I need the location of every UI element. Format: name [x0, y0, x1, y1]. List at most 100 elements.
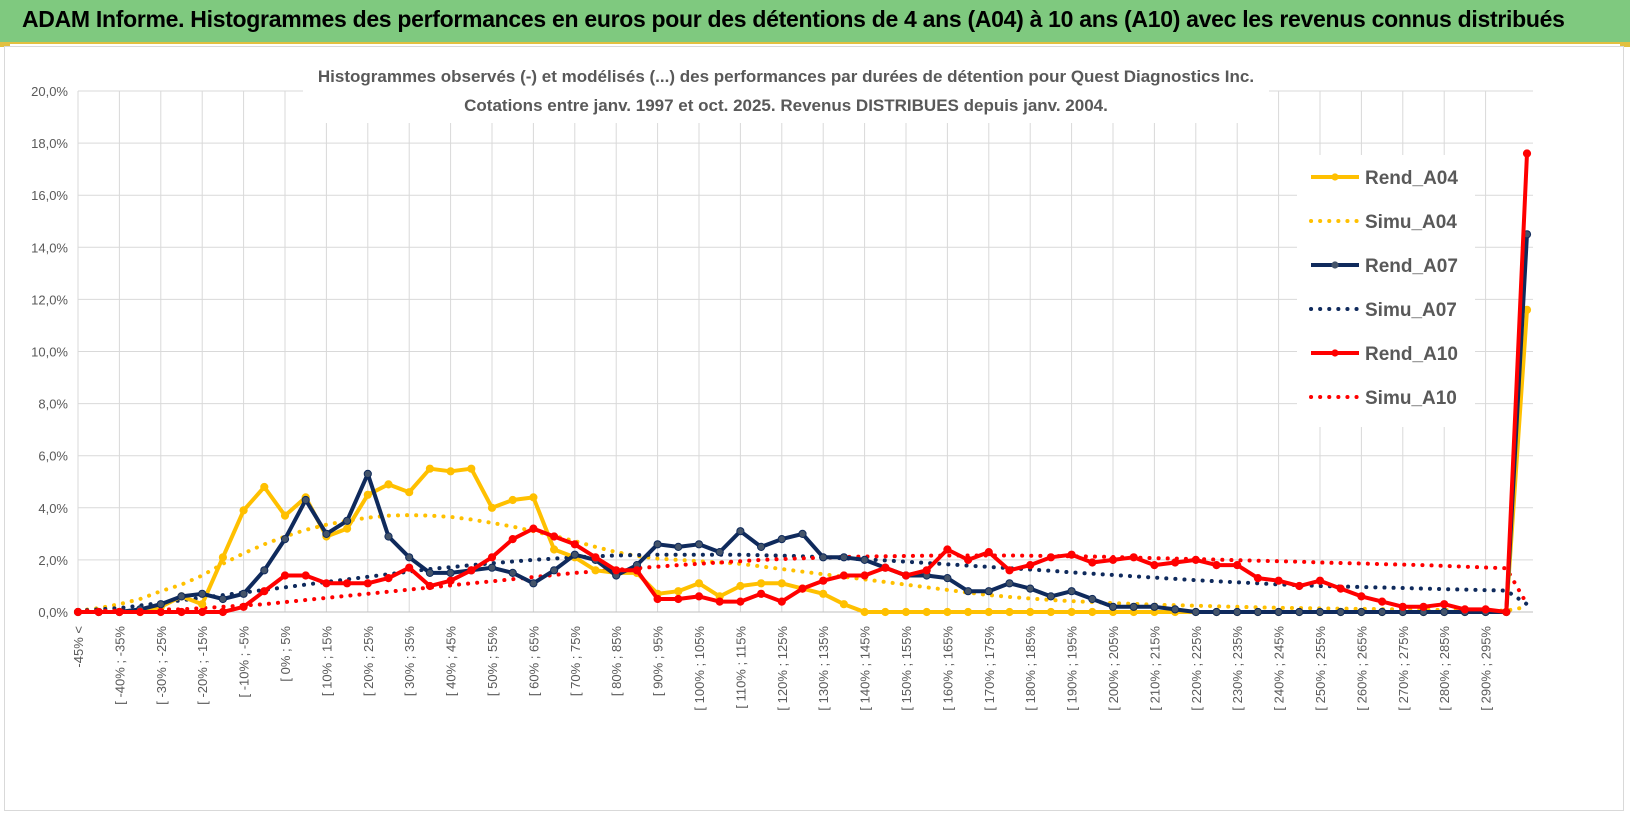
header-bar: ADAM Informe. Histogrammes des performan…: [0, 0, 1630, 44]
point-rend-a10: [922, 566, 931, 575]
series-line-simu-a10: [76, 553, 1529, 613]
series-line-simu-a07: [76, 552, 1529, 613]
x-tick-label: [ 90% ; 95%: [651, 626, 666, 697]
point-rend-a04: [922, 607, 931, 617]
point-rend-a10: [632, 566, 642, 575]
x-tick-label: [ 230% ; 235%: [1230, 626, 1245, 711]
point-rend-a10: [1315, 576, 1325, 585]
point-rend-a07: [301, 495, 310, 505]
point-rend-a10: [1171, 558, 1180, 567]
point-rend-a07: [1046, 592, 1056, 601]
point-rend-a07: [198, 589, 207, 598]
x-tick-label: [ 0% ; 5%: [278, 626, 293, 682]
point-rend-a04: [839, 600, 849, 609]
point-rend-a07: [550, 566, 559, 575]
point-rend-a07: [1171, 605, 1180, 614]
point-rend-a04: [881, 607, 890, 617]
x-tick-label: [ 190% ; 195%: [1065, 626, 1080, 711]
legend: Rend_A04 Simu_A04 Rend_A07 Simu_A07 Rend_A10…: [1297, 155, 1475, 427]
corner-accent-right: [1620, 44, 1630, 47]
point-rend-a04: [239, 506, 248, 515]
point-rend-a07: [1129, 602, 1138, 611]
point-rend-a10: [136, 607, 145, 617]
point-rend-a04: [777, 579, 786, 588]
point-rend-a10: [1191, 555, 1200, 565]
point-rend-a10: [1357, 592, 1366, 601]
point-rend-a10: [446, 576, 455, 585]
point-rend-a10: [467, 566, 476, 575]
point-rend-a10: [777, 597, 786, 606]
point-rend-a04: [819, 589, 828, 598]
point-rend-a07: [674, 542, 683, 551]
point-rend-a04: [405, 488, 414, 497]
point-rend-a04: [1005, 607, 1014, 617]
point-rend-a07: [715, 548, 724, 557]
point-rend-a04: [198, 600, 207, 609]
point-rend-a07: [964, 587, 973, 596]
point-rend-a10: [757, 589, 766, 598]
point-rend-a10: [198, 607, 207, 617]
legend-marker-rend-a04: [1331, 173, 1339, 181]
point-rend-a10: [363, 579, 372, 588]
point-rend-a10: [901, 571, 911, 580]
x-tick-label: [ 20% ; 25%: [361, 626, 376, 697]
point-rend-a04: [218, 553, 227, 562]
x-tick-label: [ 60% ; 65%: [526, 626, 541, 697]
point-rend-a10: [487, 553, 497, 562]
y-tick-label: 14,0%: [31, 240, 68, 255]
x-tick-label: [ 30% ; 35%: [402, 626, 417, 697]
series-lines: [73, 149, 1532, 617]
point-rend-a10: [260, 587, 269, 596]
y-tick-label: 8,0%: [38, 397, 68, 412]
point-rend-a07: [1378, 607, 1387, 617]
point-rend-a07: [1212, 607, 1221, 617]
point-rend-a07: [653, 540, 662, 549]
point-rend-a10: [529, 524, 538, 533]
y-tick-label: 6,0%: [38, 449, 68, 464]
point-rend-a10: [218, 607, 227, 617]
point-rend-a04: [591, 566, 600, 575]
x-tick-label: [ 120% ; 125%: [775, 626, 790, 711]
point-rend-a10: [1026, 561, 1035, 570]
point-rend-a10: [177, 607, 186, 617]
point-rend-a10: [425, 581, 434, 591]
legend-marker-rend-a10: [1331, 349, 1339, 357]
point-rend-a10: [115, 607, 124, 617]
point-rend-a10: [1419, 602, 1428, 611]
x-tick-label: [ 220% ; 225%: [1189, 626, 1204, 711]
point-rend-a10: [736, 597, 745, 606]
y-tick-label: 4,0%: [38, 501, 68, 516]
x-tick-label: [ 290% ; 295%: [1479, 626, 1494, 711]
point-rend-a10: [280, 571, 290, 580]
point-rend-a07: [487, 563, 497, 572]
y-tick-label: 10,0%: [31, 345, 68, 360]
x-tick-label: [ 80% ; 85%: [609, 626, 624, 697]
x-tick-label: [ 200% ; 205%: [1106, 626, 1121, 711]
point-rend-a10: [1253, 574, 1263, 583]
point-rend-a04: [363, 490, 372, 499]
point-rend-a07: [1440, 607, 1449, 617]
point-rend-a10: [674, 594, 683, 604]
legend-label-simu-a10: Simu_A10: [1365, 388, 1457, 409]
point-rend-a04: [736, 581, 745, 591]
y-tick-label: 12,0%: [31, 292, 68, 307]
point-rend-a07: [322, 529, 331, 538]
point-rend-a07: [860, 555, 869, 565]
point-rend-a04: [860, 607, 869, 617]
point-rend-a07: [280, 535, 290, 544]
point-rend-a10: [508, 535, 517, 544]
page-title: ADAM Informe. Histogrammes des performan…: [22, 6, 1565, 32]
point-rend-a10: [550, 532, 559, 541]
point-rend-a07: [343, 516, 352, 525]
point-rend-a10: [570, 540, 579, 549]
point-rend-a07: [508, 568, 517, 578]
x-tick-label: [ 170% ; 175%: [982, 626, 997, 711]
point-rend-a04: [425, 464, 434, 473]
chart-title-line2: Cotations entre janv. 1997 et oct. 2025.…: [464, 96, 1108, 115]
point-rend-a10: [405, 563, 414, 572]
y-tick-label: 0,0%: [38, 605, 68, 620]
point-rend-a10: [984, 548, 993, 557]
x-tick-label: [ 210% ; 215%: [1147, 626, 1162, 711]
point-rend-a07: [1295, 607, 1304, 617]
point-rend-a07: [1067, 587, 1076, 596]
